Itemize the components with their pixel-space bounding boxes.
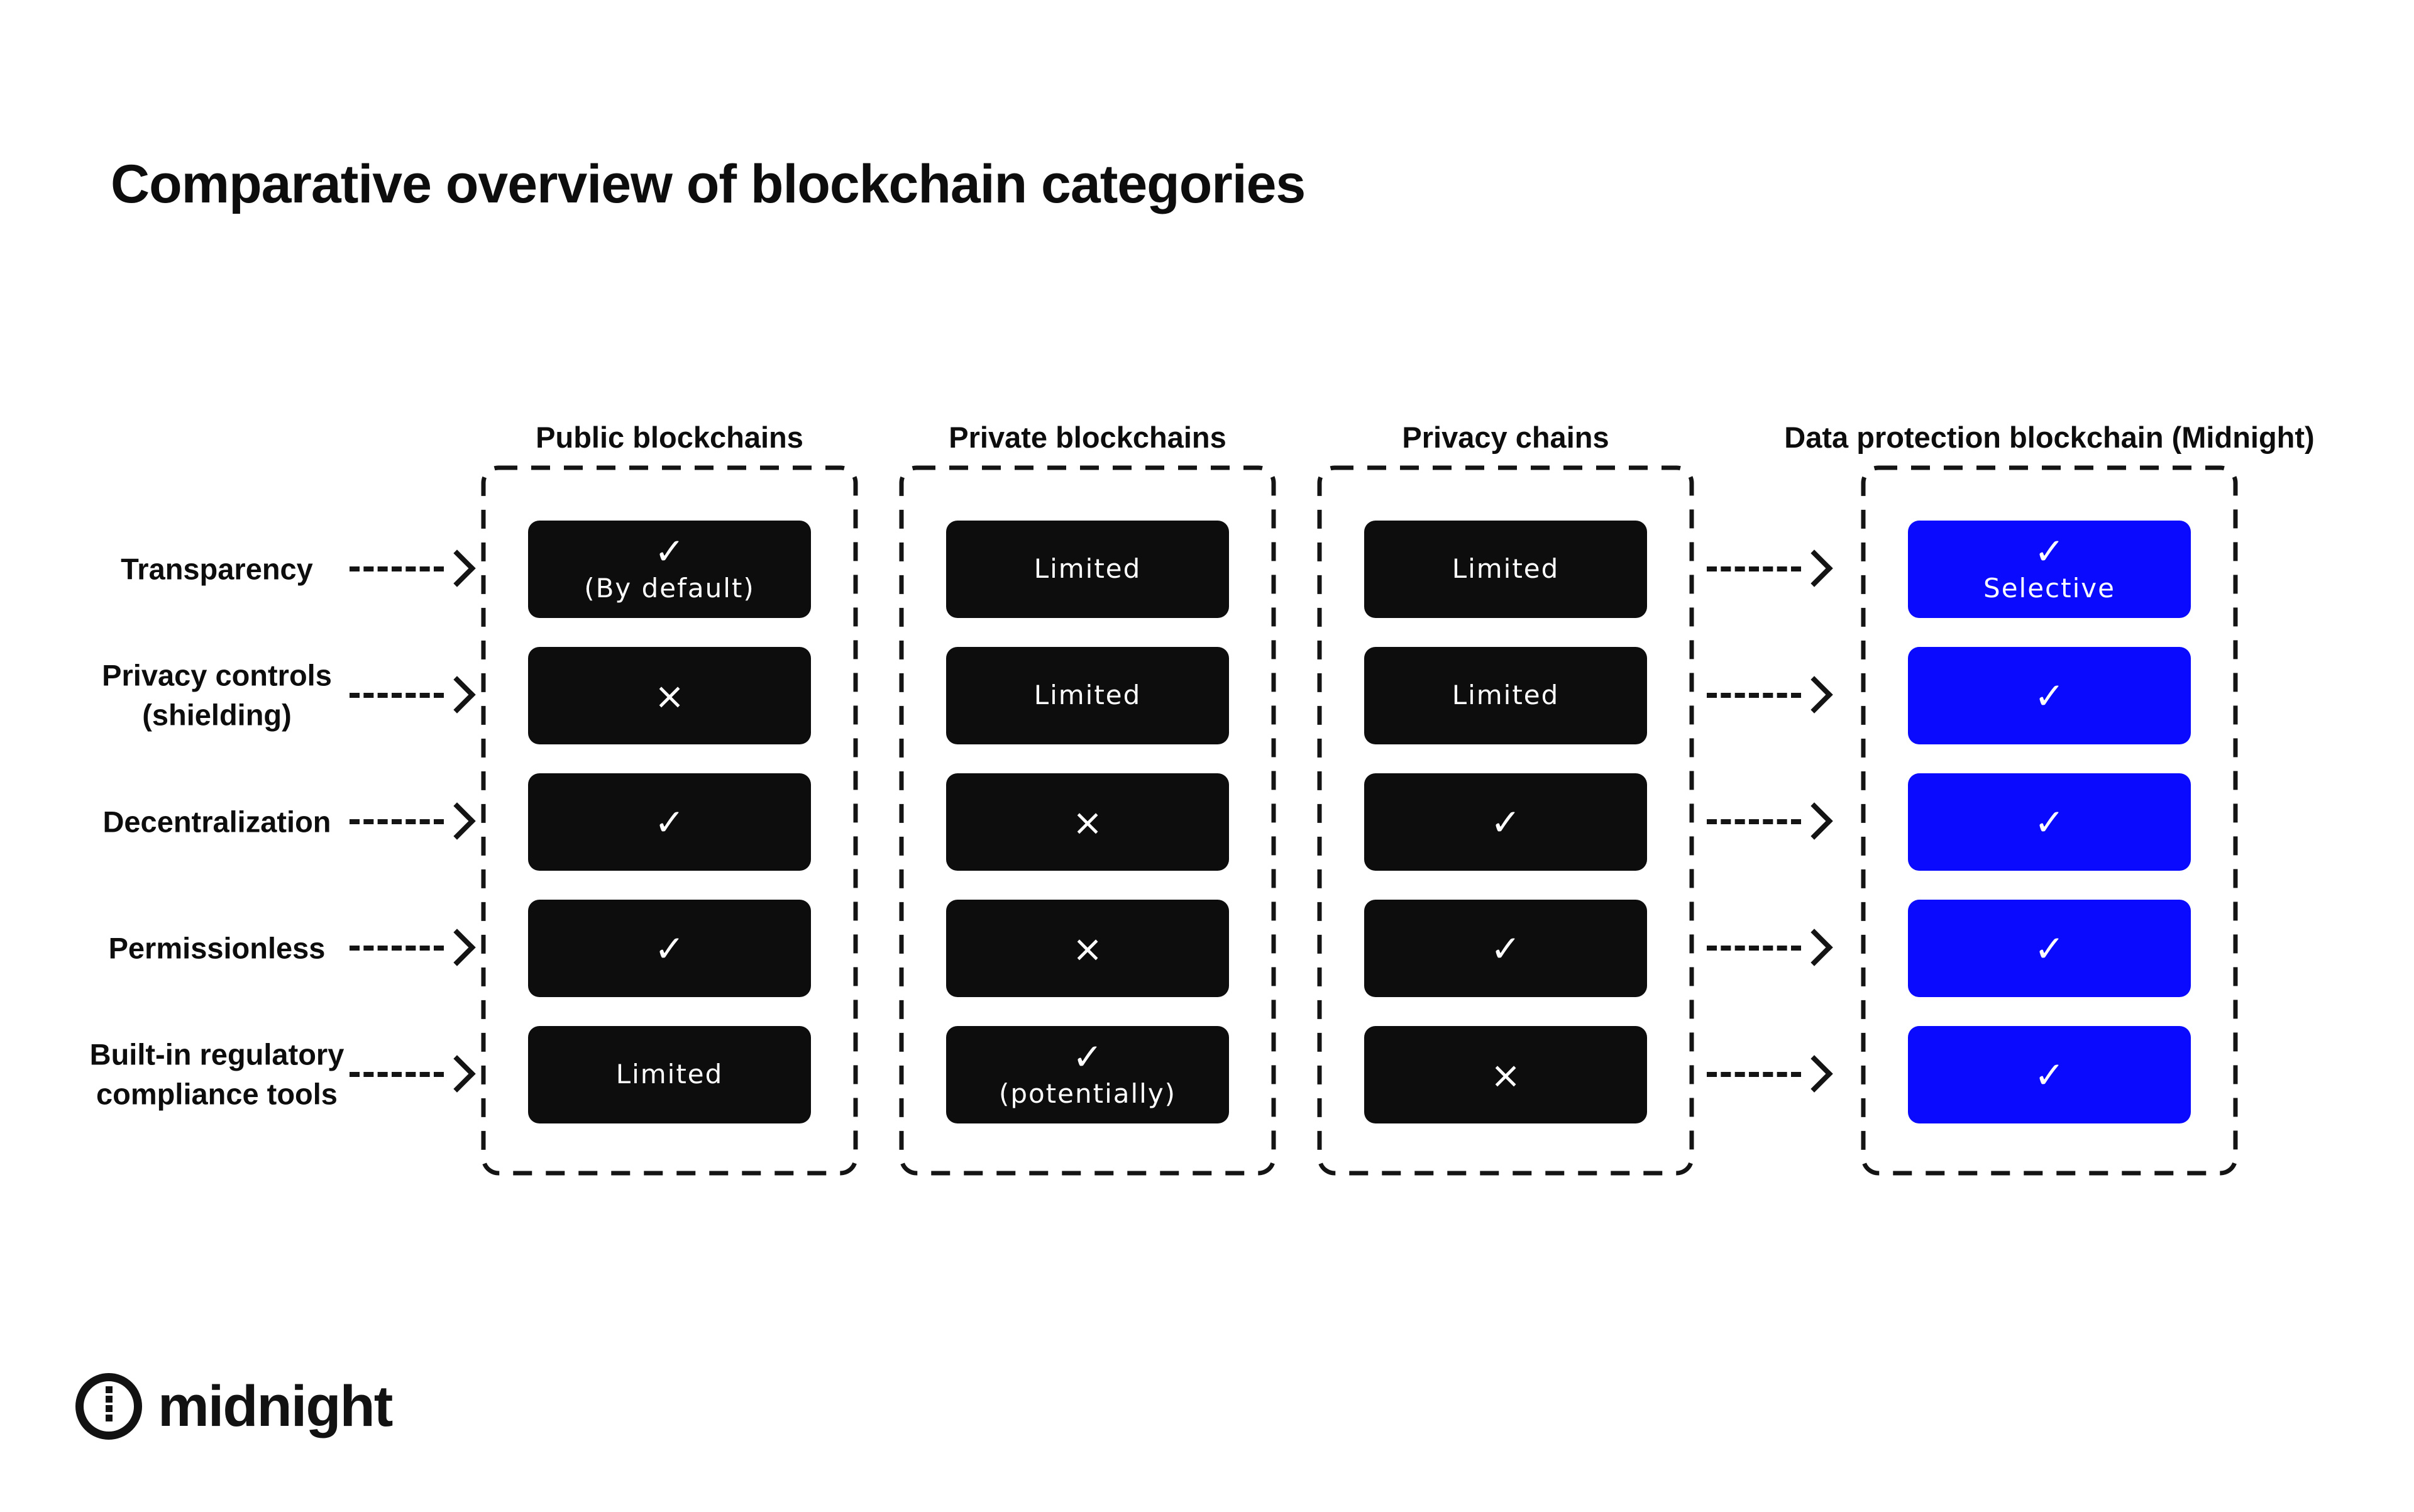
check-icon: ✓ [654, 530, 685, 573]
dashed-arrow-icon [350, 819, 444, 824]
column-header: Data protection blockchain (Midnight) [1784, 421, 2315, 454]
check-icon: ✓ [1490, 927, 1521, 970]
check-icon: ✓ [654, 800, 685, 844]
check-icon: ✓ [654, 927, 685, 970]
row-label-compliance-tools: Built-in regulatory compliance tools [89, 1037, 344, 1111]
table-cell: Limited [946, 521, 1229, 618]
table-cell: ✓ [1908, 1026, 2191, 1123]
cross-icon: × [1072, 927, 1103, 970]
dashed-arrow-icon [350, 946, 444, 951]
table-cell: ✓ (By default) [528, 521, 811, 618]
dashed-border [1317, 465, 1694, 1176]
dashed-box: Limited Limited ✓ ✓ × [1317, 465, 1694, 1176]
check-icon: ✓ [2034, 674, 2065, 717]
table-cell: × [946, 900, 1229, 997]
midnight-logo-icon [75, 1373, 142, 1440]
cell-text: Limited [615, 1059, 724, 1090]
dashed-arrow-icon [1707, 693, 1801, 698]
table-cell: ✓ Selective [1908, 521, 2191, 618]
table-cell: Limited [1364, 647, 1647, 744]
table-cell: × [528, 647, 811, 744]
cell-text: Limited [1452, 680, 1560, 711]
check-icon: ✓ [2034, 530, 2065, 573]
column-public-blockchains: Public blockchains ✓ (By default) × ✓ ✓ L… [481, 402, 858, 1182]
table-cell: Limited [1364, 521, 1647, 618]
table-cell: ✓ [1364, 900, 1647, 997]
dashed-arrow-icon [1707, 819, 1801, 824]
table-cell: ✓ [1364, 773, 1647, 871]
dashed-border [481, 465, 858, 1176]
cross-icon: × [654, 674, 685, 717]
table-cell: ✓ (potentially) [946, 1026, 1229, 1123]
table-cell: × [1364, 1026, 1647, 1123]
cell-text: Limited [1452, 553, 1560, 585]
dashed-arrow-icon [350, 1072, 444, 1077]
column-privacy-chains: Privacy chains Limited Limited ✓ ✓ × [1317, 402, 1694, 1182]
column-header: Private blockchains [949, 421, 1226, 454]
dashed-arrow-icon [1707, 566, 1801, 571]
dashed-arrow-icon [1707, 946, 1801, 951]
table-cell: ✓ [1908, 900, 2191, 997]
dashed-box: ✓ Selective ✓ ✓ ✓ ✓ [1861, 465, 2238, 1176]
column-header: Public blockchains [536, 421, 803, 454]
cell-text: (potentially) [998, 1078, 1177, 1110]
page-title: Comparative overview of blockchain categ… [111, 154, 1306, 214]
table-cell: Limited [528, 1026, 811, 1123]
cross-icon: × [1072, 800, 1103, 844]
row-label-decentralization: Decentralization [102, 805, 331, 839]
dashed-box: Limited Limited × × ✓ (potentially) [899, 465, 1276, 1176]
row-label-transparency: Transparency [121, 552, 313, 586]
column-midnight: Data protection blockchain (Midnight) ✓ S… [1784, 402, 2315, 1182]
table-cell: ✓ [528, 773, 811, 871]
table-cell: × [946, 773, 1229, 871]
table-cell: Limited [946, 647, 1229, 744]
midnight-logo-text: midnight [158, 1374, 393, 1438]
cross-icon: × [1490, 1053, 1521, 1096]
row-label-privacy-controls: Privacy controls (shielding) [102, 658, 332, 732]
column-header: Privacy chains [1402, 421, 1609, 454]
dashed-arrow-icon [350, 693, 444, 698]
table-cell: ✓ [1908, 647, 2191, 744]
cell-text: (By default) [584, 573, 755, 604]
table-cell: ✓ [1908, 773, 2191, 871]
check-icon: ✓ [2034, 927, 2065, 970]
check-icon: ✓ [2034, 1053, 2065, 1096]
table-cell: ✓ [528, 900, 811, 997]
dashed-border [1861, 465, 2238, 1176]
dashed-box: ✓ (By default) × ✓ ✓ Limited [481, 465, 858, 1176]
cell-text: Limited [1033, 680, 1142, 711]
check-icon: ✓ [1072, 1035, 1103, 1079]
dashed-arrow-icon [350, 566, 444, 571]
midnight-logo: midnight [75, 1373, 393, 1440]
dashed-border [899, 465, 1276, 1176]
cell-text: Limited [1033, 553, 1142, 585]
column-private-blockchains: Private blockchains Limited Limited × × … [899, 402, 1276, 1182]
check-icon: ✓ [2034, 800, 2065, 844]
row-label-permissionless: Permissionless [108, 931, 326, 965]
check-icon: ✓ [1490, 800, 1521, 844]
cell-text: Selective [1983, 573, 2115, 604]
dashed-arrow-icon [1707, 1072, 1801, 1077]
